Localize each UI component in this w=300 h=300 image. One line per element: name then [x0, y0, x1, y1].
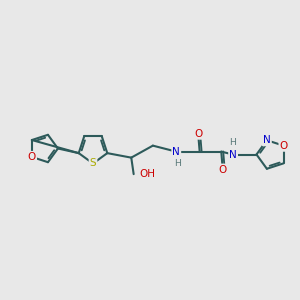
Text: O: O — [219, 165, 227, 175]
Text: N: N — [172, 147, 180, 157]
Text: N: N — [229, 149, 237, 160]
Text: O: O — [280, 141, 288, 151]
Text: O: O — [28, 152, 36, 162]
Text: S: S — [90, 158, 96, 169]
Text: O: O — [194, 129, 202, 139]
Text: OH: OH — [139, 169, 155, 179]
Text: H: H — [174, 158, 181, 167]
Text: N: N — [263, 135, 271, 145]
Text: H: H — [229, 138, 236, 147]
